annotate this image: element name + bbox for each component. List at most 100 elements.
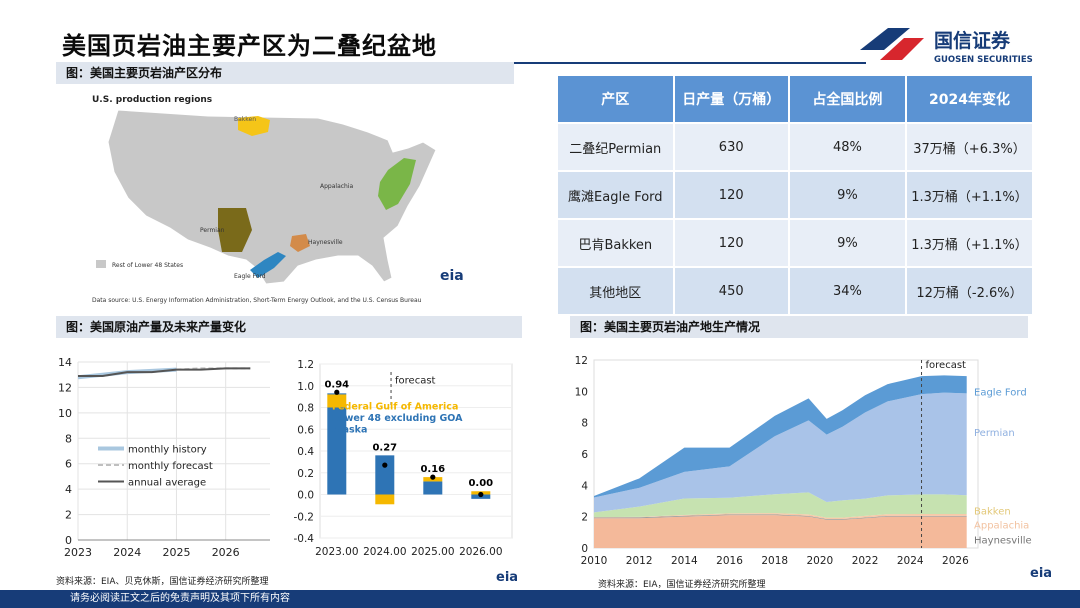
x-tick-label: 2010 [581, 555, 608, 567]
logo-en: GUOSEN SECURITIES [934, 55, 1033, 65]
x-tick-label: 2024.00 [363, 546, 406, 558]
table-header: 2024年变化 [906, 76, 1034, 123]
x-tick-label: 2012 [626, 555, 653, 567]
x-tick-label: 2026.00 [459, 546, 502, 558]
map-source: Data source: U.S. Energy Information Adm… [92, 297, 422, 304]
legend-label: monthly forecast [128, 461, 213, 472]
table-row: 巴肯Bakken 120 9% 1.3万桶（+1.1%） [558, 218, 1034, 267]
label-bakken: Bakken [234, 116, 256, 123]
series-label-Permian: Permian [974, 428, 1015, 439]
source-left: 资料来源：EIA、贝克休斯，国信证券经济研究所整理 [56, 577, 269, 587]
x-tick-label: 2025.00 [411, 546, 454, 558]
y-tick-label: 12 [575, 355, 588, 367]
total-label: 0.94 [324, 379, 349, 390]
table-cell: 9% [788, 218, 908, 267]
table-cell: 34% [788, 266, 908, 314]
bakken-region [238, 116, 270, 136]
bar-Lower-48-excluding-GOA [375, 455, 395, 495]
y-tick-label: 4 [581, 480, 588, 492]
table-header-row: 产区 日产量（万桶） 占全国比例 2024年变化 [558, 76, 1034, 123]
area-Appalachia [594, 513, 967, 520]
area-Permian [594, 392, 967, 513]
y-tick-label: 2 [65, 509, 72, 522]
production-change-bar-chart: -0.4 -0.2 0.0 0.2 0.4 0.6 0.8 1.0 1.2 forecast 0.9… [294, 359, 513, 558]
bar-Federal-Gulf-of-America [375, 494, 395, 505]
y-tick-label: 6 [65, 458, 72, 471]
table-cell: 其他地区 [558, 266, 675, 314]
series-label-Bakken: Bakken [974, 506, 1011, 517]
shale-section-heading: 图：美国主要页岩油产地生产情况 [570, 316, 1028, 338]
total-label: 0.16 [420, 464, 445, 475]
y-tick-label: 0.0 [297, 490, 314, 502]
label-haynesville: Haynesville [308, 239, 343, 246]
x-tick-label: 2024 [113, 546, 141, 559]
total-label: 0.00 [468, 478, 493, 489]
x-tick-label: 2026 [212, 546, 240, 559]
y-tick-label: 1.0 [297, 381, 314, 393]
total-marker [334, 389, 340, 395]
y-tick-label: 0.2 [297, 468, 314, 480]
table-header: 占全国比例 [788, 76, 908, 123]
permian-region [218, 208, 252, 252]
label-appalachia: Appalachia [320, 183, 354, 190]
crude-section-heading: 图：美国原油产量及未来产量变化 [56, 316, 522, 338]
y-tick-label: 14 [58, 356, 72, 369]
table-cell: 48% [788, 122, 908, 171]
table-cell: 120 [673, 218, 790, 267]
legend-label: Alaska [332, 425, 367, 436]
map-title: U.S. production regions [92, 95, 212, 105]
y-tick-label: -0.2 [294, 511, 315, 523]
bar-Lower-48-excluding-GOA [327, 407, 347, 495]
area-Bakken [594, 492, 967, 518]
page-title: 美国页岩油主要产区为二叠纪盆地 [62, 32, 437, 60]
footer-bar: 请务必阅读正文之后的免责声明及其项下所有内容 [0, 590, 1080, 608]
x-tick-label: 2023 [64, 546, 92, 559]
source-right: 资料来源：EIA，国信证券经济研究所整理 [598, 580, 766, 590]
logo-cn: 国信证券 [934, 29, 1011, 52]
haynesville-region [290, 234, 310, 252]
area-Eagle-Ford [594, 375, 967, 498]
shale-regions-area-chart: 0 2 4 6 8 10 12 2010 2012 2014 2016 2018 2020 2022 202… [575, 355, 1032, 567]
eia-logo-icon: eia [440, 268, 464, 284]
us-production-map: U.S. production regions Bakken Appalachi… [92, 95, 464, 304]
total-marker [430, 474, 436, 480]
area-Haynesville [594, 514, 967, 520]
x-tick-label: 2024 [897, 555, 924, 567]
y-tick-label: 6 [581, 449, 588, 461]
label-eagleford: Eagle Ford [234, 273, 266, 280]
y-tick-label: 0.8 [297, 403, 314, 415]
x-tick-label: 2022 [852, 555, 879, 567]
total-label: 0.27 [372, 442, 397, 453]
table-cell: 450 [673, 266, 790, 314]
x-tick-label: 2023.00 [315, 546, 358, 558]
table-cell: 630 [673, 122, 790, 171]
legend-label: annual average [128, 477, 206, 488]
legend-label: monthly history [128, 444, 207, 455]
eia-logo-icon: eia [496, 570, 519, 585]
table-cell: 120 [673, 170, 790, 219]
table-cell: 9% [788, 170, 908, 219]
table-cell: 巴肯Bakken [558, 218, 675, 267]
y-tick-label: 0.4 [297, 446, 314, 458]
table-cell: 37万桶（+6.3%） [906, 122, 1034, 171]
table-cell: 1.3万桶（+1.1%） [906, 170, 1034, 219]
y-tick-label: -0.4 [294, 533, 315, 545]
series-label-Haynesville: Haynesville [974, 535, 1032, 546]
x-tick-label: 2026 [942, 555, 969, 567]
table-row: 二叠纪Permian 630 48% 37万桶（+6.3%） [558, 122, 1034, 171]
y-tick-label: 2 [581, 512, 588, 524]
total-marker [478, 491, 484, 498]
series-label-Eagle-Ford: Eagle Ford [974, 387, 1027, 398]
logo-mark-red-icon [880, 38, 924, 60]
guosen-logo: 国信证券 GUOSEN SECURITIES [860, 28, 1033, 65]
legend-swatch [96, 260, 106, 268]
eia-logo-icon: eia [1030, 566, 1053, 581]
appalachia-region [378, 158, 416, 210]
total-marker [382, 462, 388, 468]
y-tick-label: 8 [65, 432, 72, 445]
table-cell: 1.3万桶（+1.1%） [906, 218, 1034, 267]
footer-disclaimer: 请务必阅读正文之后的免责声明及其项下所有内容 [70, 593, 290, 604]
series-line-annual-average [78, 367, 251, 377]
y-tick-label: 0 [65, 534, 72, 547]
y-tick-label: 1.2 [297, 359, 314, 371]
